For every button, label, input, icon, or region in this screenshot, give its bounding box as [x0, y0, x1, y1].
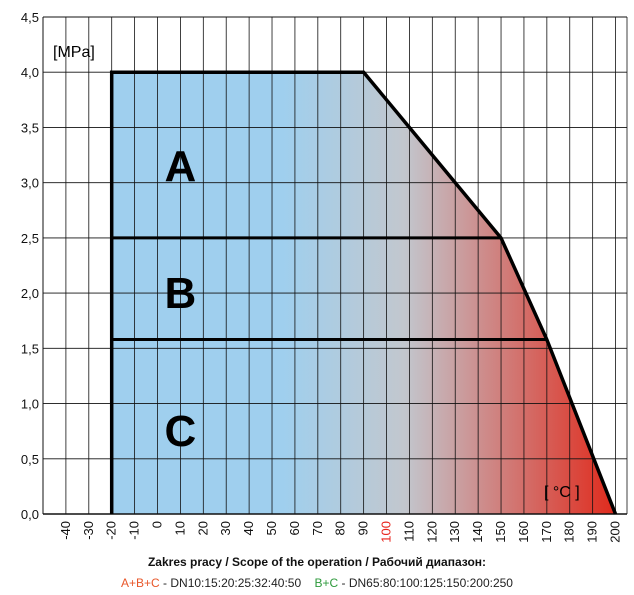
- y-tick-label: 4,0: [21, 65, 39, 80]
- x-tick-label: 180: [562, 521, 577, 543]
- region-label-a: A: [165, 142, 197, 191]
- y-tick-label: 2,5: [21, 231, 39, 246]
- x-tick-label: 20: [195, 521, 210, 535]
- x-tick-label: 90: [356, 521, 371, 535]
- x-tick-label: -10: [127, 521, 142, 540]
- x-tick-label: 60: [287, 521, 302, 535]
- chart-caption-title: Zakres pracy / Scope of the operation / …: [147, 555, 487, 569]
- legend-spacer: [301, 576, 314, 590]
- x-tick-label: 0: [150, 521, 165, 528]
- y-tick-label: 0,5: [21, 452, 39, 467]
- y-tick-label: 3,0: [21, 176, 39, 191]
- y-tick-label: 3,5: [21, 120, 39, 135]
- y-tick-label: 4,5: [21, 10, 39, 25]
- y-tick-label: 1,5: [21, 341, 39, 356]
- y-tick-label: 0,0: [21, 507, 39, 522]
- x-tick-label: 200: [608, 521, 623, 543]
- x-tick-label: 130: [447, 521, 462, 543]
- x-tick-label: 40: [241, 521, 256, 535]
- x-axis-unit-label: [ °C ]: [544, 484, 580, 501]
- operating-envelope-line: [109, 70, 618, 515]
- x-tick-label: 30: [218, 521, 233, 535]
- legend-bc-sizes: - DN65:80:100:125:150:200:250: [338, 576, 513, 590]
- x-tick-label: -40: [58, 521, 73, 540]
- region-label-c: C: [165, 407, 197, 456]
- x-tick-label: 70: [310, 521, 325, 535]
- x-tick-label: 170: [539, 521, 554, 543]
- legend-bc-label: B+C: [314, 576, 339, 590]
- x-tick-label: 50: [264, 521, 279, 535]
- x-tick-label: -20: [104, 521, 119, 540]
- x-tick-label: 190: [585, 521, 600, 543]
- y-tick-label: 2,0: [21, 286, 39, 301]
- x-tick-label: 160: [516, 521, 531, 543]
- x-tick-label: 150: [493, 521, 508, 543]
- x-tick-label: 10: [172, 521, 187, 535]
- x-tick-label: 80: [333, 521, 348, 535]
- legend-abc-sizes: - DN10:15:20:25:32:40:50: [159, 576, 302, 590]
- x-tick-label: 120: [424, 521, 439, 543]
- legend-abc-label: A+B+C: [121, 576, 160, 590]
- x-tick-label: 110: [401, 521, 416, 542]
- region-label-b: B: [165, 269, 197, 318]
- y-tick-label: 1,0: [21, 397, 39, 412]
- chart-caption-legend: A+B+C - DN10:15:20:25:32:40:50 B+C - DN6…: [0, 576, 634, 590]
- x-tick-label: 100: [379, 521, 394, 543]
- x-tick-label: 140: [470, 521, 485, 543]
- y-axis-unit-label: [MPa]: [53, 44, 95, 61]
- x-tick-label: -30: [81, 521, 96, 540]
